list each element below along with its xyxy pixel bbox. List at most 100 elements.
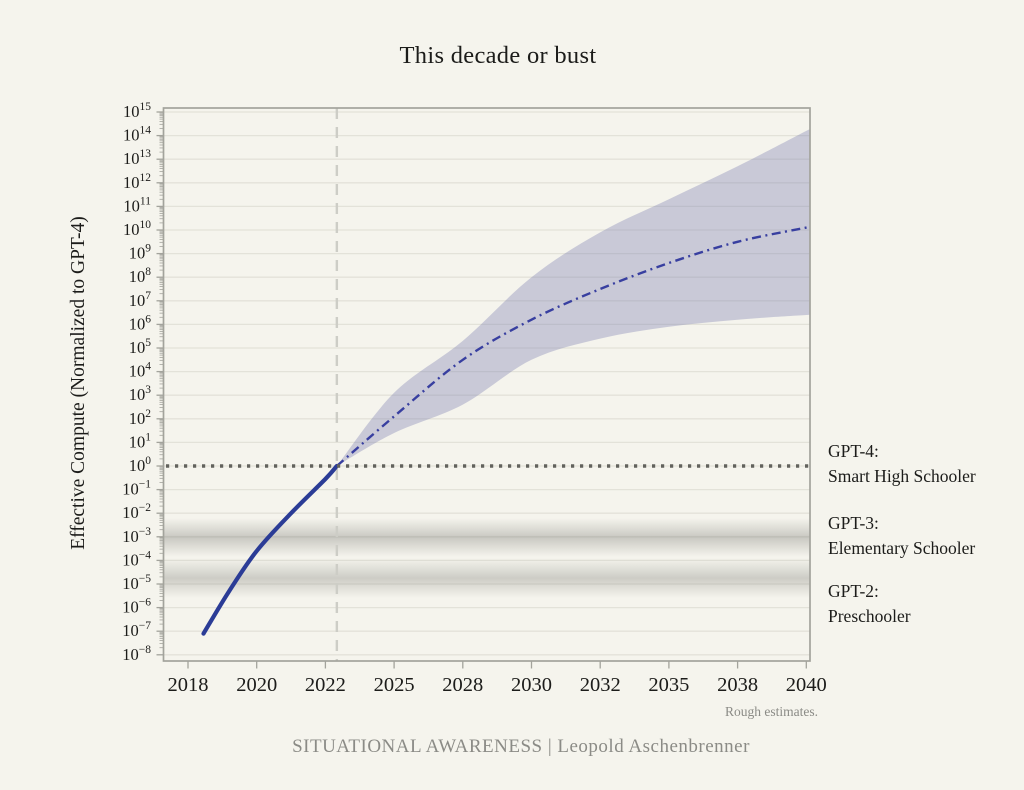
y-tick-exponent: 3 [145,384,151,396]
y-tick-label: 100 [129,455,152,475]
y-tick-base: 10 [123,149,140,168]
y-tick-label: 10−4 [122,549,151,569]
y-tick-base: 10 [123,126,140,145]
y-tick-label: 1012 [123,172,151,192]
y-tick-label: 109 [129,243,152,263]
y-tick-base: 10 [123,220,140,239]
annotation-gpt2: GPT-2: Preschooler [828,579,1018,629]
y-tick-label: 103 [129,384,152,404]
y-tick-base: 10 [129,409,146,428]
y-tick-label: 1010 [123,219,151,239]
x-tick-label: 2040 [786,674,827,696]
y-tick-base: 10 [129,267,146,286]
annotation-gpt3-model: GPT-3: [828,513,879,533]
y-tick-label: 10−5 [122,573,151,593]
y-tick-exponent: −3 [139,526,151,538]
y-tick-label: 1014 [123,125,151,145]
y-tick-base: 10 [122,503,139,522]
annotation-gpt4-level: Smart High Schooler [828,466,976,486]
y-tick-exponent: −1 [139,479,151,491]
y-tick-base: 10 [122,574,139,593]
y-tick-label: 106 [129,313,152,333]
y-axis-title: Effective Compute (Normalized to GPT-4) [68,216,89,550]
x-tick-label: 2018 [168,674,209,696]
y-tick-base: 10 [129,432,146,451]
rough-estimates-note: Rough estimates. [725,704,818,719]
y-tick-exponent: 6 [145,313,151,325]
y-tick-label: 104 [129,361,152,381]
y-tick-exponent: 8 [145,266,151,278]
y-tick-base: 10 [122,598,139,617]
y-tick-base: 10 [123,173,140,192]
x-tick-label: 2025 [374,674,415,696]
y-tick-label: 1013 [123,148,151,168]
y-tick-exponent: −7 [139,620,151,632]
plot-area [163,108,810,661]
y-tick-exponent: 14 [140,125,152,137]
y-tick-label: 105 [129,337,152,357]
y-tick-base: 10 [129,291,146,310]
y-tick-base: 10 [129,244,146,263]
y-tick-exponent: 5 [145,337,151,349]
x-tick-label: 2032 [580,674,621,696]
y-tick-label: 101 [129,431,152,451]
y-tick-base: 10 [129,456,146,475]
capability-band [163,558,810,599]
y-tick-label: 10−8 [122,644,151,664]
y-tick-base: 10 [129,362,146,381]
historical-line [201,463,339,636]
uncertainty-band [336,128,810,466]
y-tick-exponent: 1 [145,431,151,443]
y-tick-base: 10 [122,550,139,569]
y-tick-base: 10 [129,314,146,333]
x-tick-label: 2035 [648,674,689,696]
y-tick-label: 10−6 [122,597,151,617]
x-tick-label: 2030 [511,674,552,696]
y-tick-exponent: 11 [140,195,151,207]
x-tick-label: 2022 [305,674,346,696]
annotation-gpt2-model: GPT-2: [828,581,879,601]
y-tick-base: 10 [122,645,139,664]
y-tick-label: 10−2 [122,502,151,522]
y-tick-exponent: 0 [145,455,151,467]
y-tick-exponent: −4 [139,549,151,561]
y-tick-exponent: 13 [140,148,152,160]
y-tick-base: 10 [123,102,140,121]
plot-frame [162,107,811,662]
y-tick-exponent: 12 [140,172,152,184]
annotation-gpt2-level: Preschooler [828,606,911,626]
y-tick-exponent: 10 [140,219,152,231]
y-tick-base: 10 [122,621,139,640]
y-tick-label: 10−3 [122,526,151,546]
x-tick-label: 2020 [236,674,277,696]
x-tick-label: 2028 [442,674,483,696]
y-tick-label: 1015 [123,101,151,121]
y-tick-exponent: −6 [139,597,151,609]
y-tick-base: 10 [122,527,139,546]
y-tick-label: 1011 [123,195,151,215]
x-tick-label: 2038 [717,674,758,696]
y-tick-exponent: −8 [139,644,151,656]
y-tick-exponent: 2 [145,408,151,420]
y-tick-base: 10 [123,196,140,215]
annotation-gpt3-level: Elementary Schooler [828,538,976,558]
chart-title: This decade or bust [399,42,597,69]
y-tick-label: 10−7 [122,620,151,640]
y-tick-base: 10 [129,338,146,357]
annotation-gpt4-model: GPT-4: [828,441,879,461]
y-tick-exponent: 4 [145,361,151,373]
y-tick-label: 102 [129,408,152,428]
capability-band [163,517,810,557]
y-tick-base: 10 [122,480,139,499]
y-tick-exponent: 15 [140,101,152,113]
annotation-gpt4: GPT-4: Smart High Schooler [828,439,1018,489]
y-tick-base: 10 [129,385,146,404]
y-tick-label: 107 [129,290,152,310]
y-tick-label: 108 [129,266,152,286]
y-tick-exponent: −5 [139,573,151,585]
annotation-gpt3: GPT-3: Elementary Schooler [828,511,1018,561]
y-tick-label: 10−1 [122,479,151,499]
y-tick-exponent: 9 [145,243,151,255]
y-tick-exponent: 7 [145,290,151,302]
